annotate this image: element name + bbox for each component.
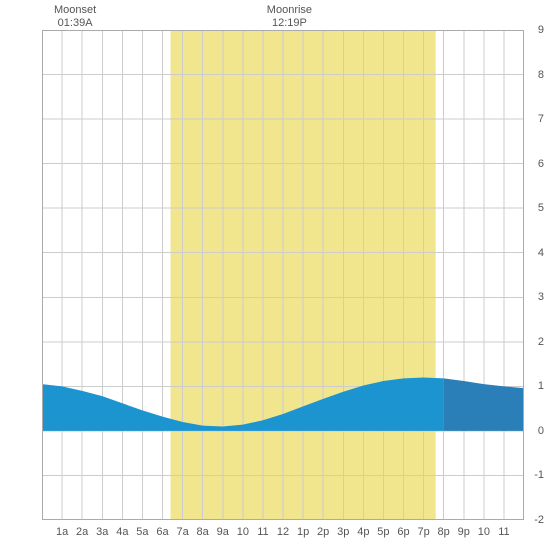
x-tick-label: 8a bbox=[197, 526, 209, 538]
x-tick-label: 1p bbox=[297, 526, 309, 538]
x-tick-label: 9a bbox=[217, 526, 229, 538]
y-tick-label: 2 bbox=[538, 336, 544, 348]
moonrise-time: 12:19P bbox=[272, 17, 307, 29]
x-tick-label: 6a bbox=[156, 526, 168, 538]
x-tick-label: 5p bbox=[377, 526, 389, 538]
x-tick-label: 4a bbox=[116, 526, 128, 538]
moonrise-title: Moonrise bbox=[267, 4, 312, 16]
y-tick-label: 3 bbox=[538, 291, 544, 303]
plot-area bbox=[42, 30, 524, 520]
y-tick-label: 9 bbox=[538, 24, 544, 36]
x-tick-label: 11 bbox=[257, 526, 268, 538]
x-tick-label: 1a bbox=[56, 526, 68, 538]
x-tick-label: 4p bbox=[357, 526, 369, 538]
moonrise-annotation: Moonrise 12:19P bbox=[267, 4, 312, 29]
y-tick-label: 7 bbox=[538, 113, 544, 125]
y-tick-label: -1 bbox=[534, 469, 544, 481]
moonset-title: Moonset bbox=[54, 4, 96, 16]
y-tick-label: 5 bbox=[538, 202, 544, 214]
y-tick-label: 1 bbox=[538, 380, 544, 392]
moonset-annotation: Moonset 01:39A bbox=[54, 4, 96, 29]
x-tick-label: 2a bbox=[76, 526, 88, 538]
top-annotations: Moonset 01:39A Moonrise 12:19P bbox=[0, 4, 550, 30]
x-tick-label: 3p bbox=[337, 526, 349, 538]
tide-chart-frame: Moonset 01:39A Moonrise 12:19P -2-101234… bbox=[0, 0, 550, 550]
x-tick-label: 10 bbox=[237, 526, 249, 538]
x-tick-label: 8p bbox=[438, 526, 450, 538]
x-tick-label: 6p bbox=[397, 526, 409, 538]
x-tick-label: 12 bbox=[277, 526, 289, 538]
x-tick-label: 2p bbox=[317, 526, 329, 538]
y-tick-label: 6 bbox=[538, 158, 544, 170]
x-tick-label: 7a bbox=[176, 526, 188, 538]
chart-svg bbox=[42, 30, 524, 520]
x-tick-label: 3a bbox=[96, 526, 108, 538]
x-tick-label: 10 bbox=[478, 526, 490, 538]
y-tick-label: 8 bbox=[538, 69, 544, 81]
y-tick-label: -2 bbox=[534, 514, 544, 526]
y-tick-label: 0 bbox=[538, 425, 544, 437]
x-tick-label: 5a bbox=[136, 526, 148, 538]
x-tick-label: 11 bbox=[498, 526, 509, 538]
y-tick-label: 4 bbox=[538, 247, 544, 259]
x-tick-label: 9p bbox=[458, 526, 470, 538]
x-tick-label: 7p bbox=[417, 526, 429, 538]
moonset-time: 01:39A bbox=[58, 17, 93, 29]
